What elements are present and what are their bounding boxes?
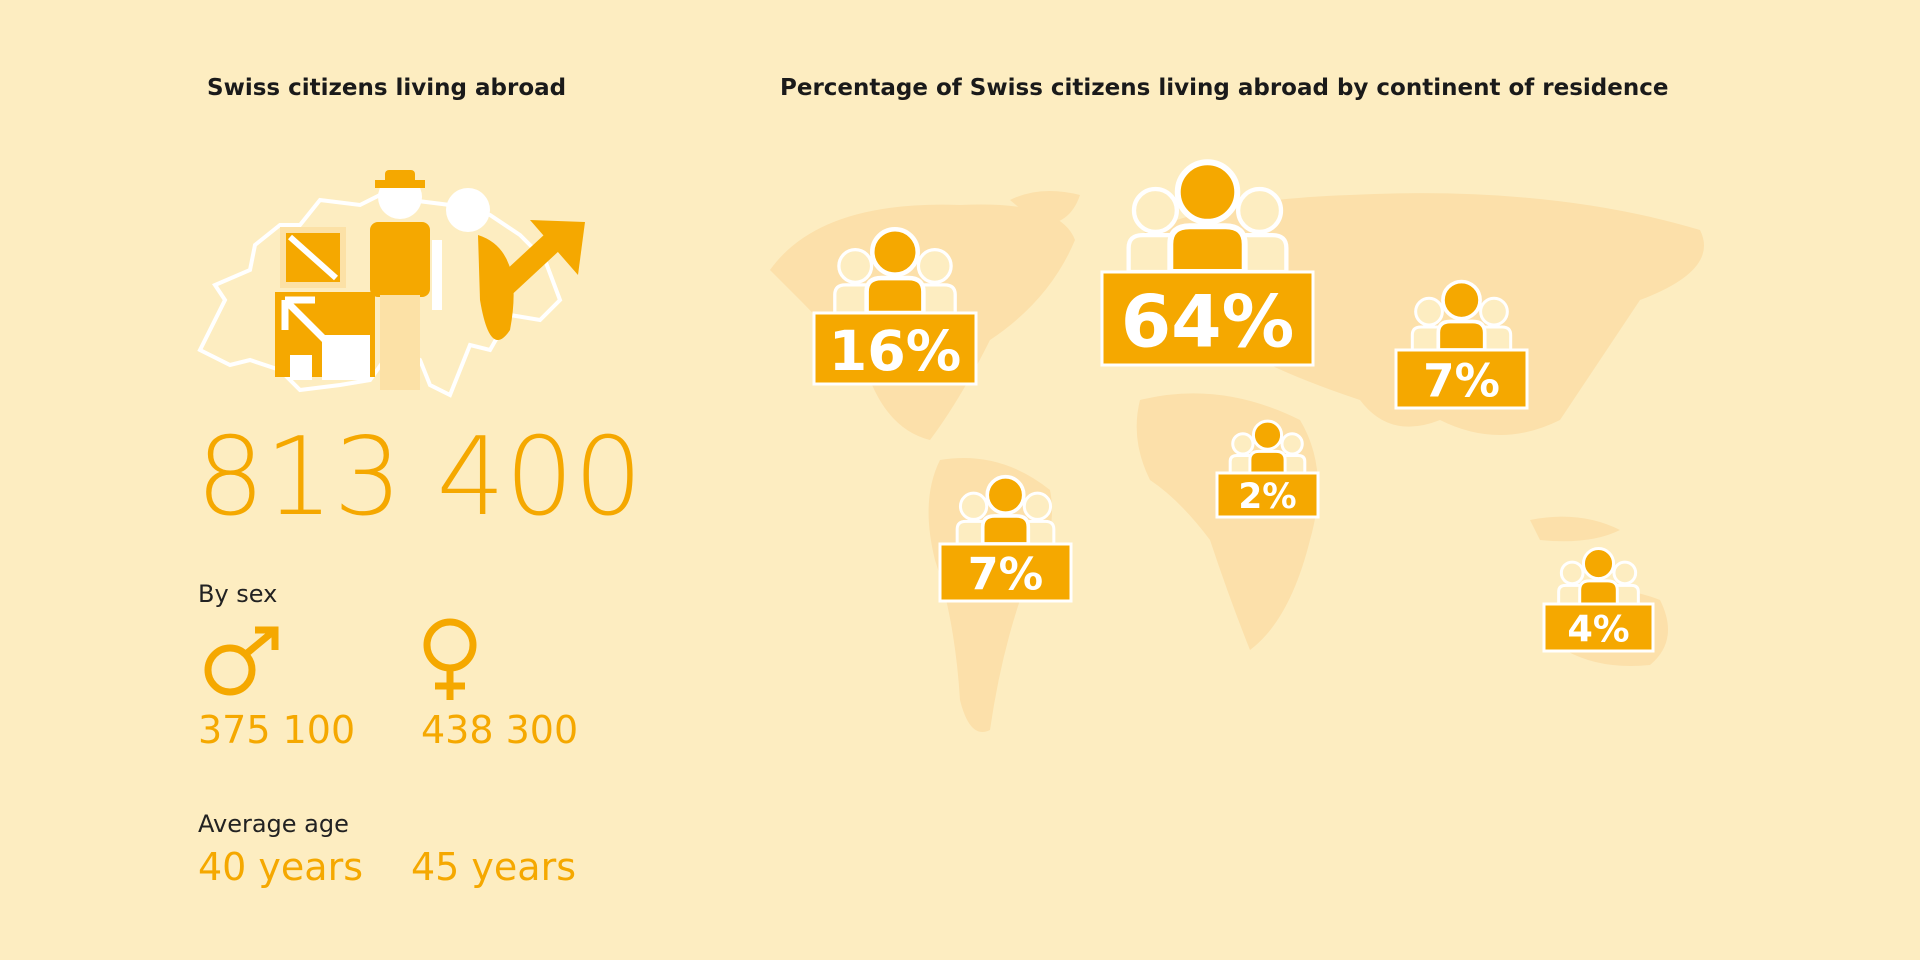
badge-box [1542,602,1655,653]
person-head [916,248,953,285]
person-head [1414,296,1444,327]
person-body [1436,319,1487,352]
person-head [1231,432,1255,456]
badge-box [938,542,1073,603]
region-badge: 7% [938,474,1073,603]
person-head [1174,159,1241,225]
region-badge: 2% [1215,419,1320,519]
person-body [1248,449,1287,475]
male-symbol [204,626,279,696]
region-percentage: 2% [1238,477,1296,517]
total-count: 813 400 [196,415,643,540]
badge-box [1215,471,1320,519]
region-percentage: 4% [1567,608,1629,651]
person-head [1612,560,1638,586]
person-body [1578,579,1619,606]
male-count: 375 100 [198,708,355,752]
person-head [837,248,874,285]
emigration-illustration [197,170,585,398]
by-sex-label: By sex [198,580,277,608]
person-head [1441,279,1482,321]
region-percentage: 7% [968,550,1043,601]
region-badges: 16% 64% 7% 2% 7% 4% [812,159,1655,653]
female-symbol [423,618,477,700]
region-badge: 4% [1542,547,1655,653]
region-percentage: 64% [1121,280,1295,364]
female-count: 438 300 [421,708,578,752]
region-badge: 16% [812,226,978,386]
person-head [1022,491,1053,521]
badge-box [1394,348,1529,410]
region-percentage: 16% [829,320,962,384]
person-head [870,226,920,277]
right-title: Percentage of Swiss citizens living abro… [780,75,1668,101]
person-head [1251,419,1284,451]
region-badge: 64% [1100,159,1315,367]
region-percentage: 7% [1423,354,1500,407]
left-title: Swiss citizens living abroad [207,75,566,101]
person-head [1559,560,1585,586]
male-age: 40 years [198,845,363,889]
person-head [985,474,1026,516]
badge-box [1100,270,1315,367]
badge-box [812,311,978,386]
female-age: 45 years [411,845,576,889]
person-body [980,514,1031,546]
person-body [864,275,926,316]
person-head [958,491,989,521]
person-head [1280,432,1304,456]
region-badge: 7% [1394,279,1529,410]
person-head [1236,186,1284,235]
person-body [1167,223,1248,275]
person-head [1479,296,1509,327]
person-head [1581,547,1616,581]
average-age-label: Average age [198,810,349,838]
person-head [1131,186,1179,235]
